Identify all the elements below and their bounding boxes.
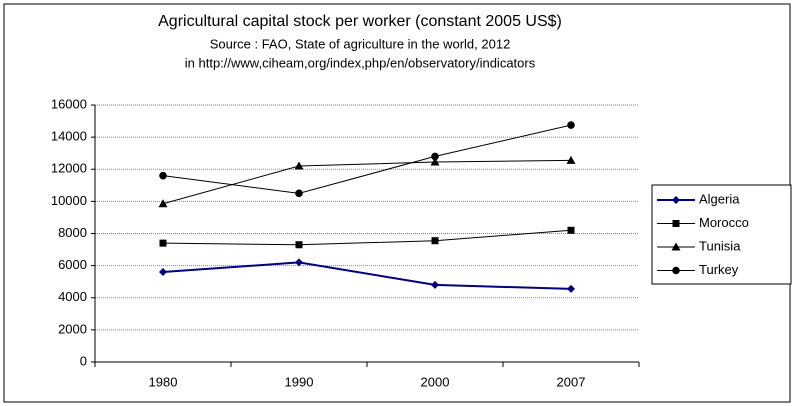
marker <box>159 171 167 180</box>
y-tick-label: 0 <box>80 353 87 368</box>
marker <box>294 161 304 170</box>
marker <box>431 237 439 245</box>
y-tick-label: 10000 <box>51 193 87 208</box>
marker <box>430 157 440 166</box>
marker <box>159 239 167 247</box>
marker <box>567 226 575 234</box>
marker <box>672 266 680 275</box>
legend-label: Turkey <box>699 262 739 277</box>
marker <box>295 241 303 249</box>
marker <box>672 196 680 204</box>
y-tick-label: 6000 <box>58 257 87 272</box>
y-tick-label: 12000 <box>51 161 87 176</box>
legend-label: Tunisia <box>699 238 741 253</box>
y-tick-label: 4000 <box>58 289 87 304</box>
x-tick-label: 2000 <box>421 374 450 389</box>
y-tick-label: 14000 <box>51 129 87 144</box>
marker <box>567 121 575 129</box>
legend-label: Algeria <box>699 191 740 206</box>
chart-title: Agricultural capital stock per worker (c… <box>158 13 562 30</box>
series-line <box>162 261 572 290</box>
chart-subtitle: Source : FAO, State of agriculture in th… <box>210 36 511 51</box>
y-tick-label: 16000 <box>51 96 87 111</box>
x-tick-label: 2007 <box>557 374 586 389</box>
y-tick-label: 8000 <box>58 225 87 240</box>
x-tick-label: 1980 <box>149 374 178 389</box>
series-line <box>162 229 572 246</box>
marker <box>431 152 439 161</box>
x-tick-label: 1990 <box>285 374 314 389</box>
y-tick-label: 2000 <box>58 321 87 336</box>
legend-label: Morocco <box>699 215 749 230</box>
marker <box>159 268 167 277</box>
marker <box>158 199 168 208</box>
marker <box>295 189 303 198</box>
marker <box>295 258 303 267</box>
series-line <box>162 124 572 194</box>
marker <box>431 280 439 289</box>
chart-subtitle: in http://www,ciheam,org/index,php/en/ob… <box>185 55 536 70</box>
marker <box>566 155 576 164</box>
marker <box>671 242 681 251</box>
marker <box>567 284 575 293</box>
marker <box>672 220 680 227</box>
